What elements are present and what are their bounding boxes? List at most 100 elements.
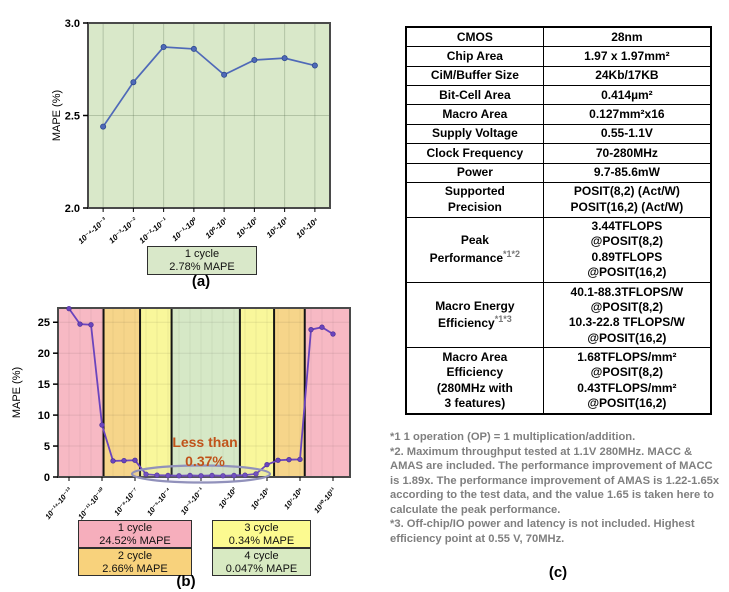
table-row: Macro Energy Efficiency*1*3 40.1-88.3TFLO… [405, 282, 712, 349]
spec-label: Clock Frequency [426, 145, 524, 160]
table-row: Chip Area 1.97 x 1.97mm² [405, 46, 712, 67]
spec-value: 28nm [611, 29, 643, 44]
y-tick-label: 25 [38, 317, 50, 329]
annotation-line1: Less than [172, 434, 237, 450]
caption-c: (c) [548, 564, 568, 581]
plot-border [57, 307, 351, 478]
legend-b-3cycle-label: 3 cycle [244, 522, 279, 534]
x-tick-label: 10²-10³ [265, 216, 290, 240]
footnote-ref: *1*2 [503, 248, 521, 259]
data-point [221, 71, 228, 78]
spec-label: Supported Precision [444, 184, 505, 214]
spec-value: 1.97 x 1.97mm² [584, 48, 670, 63]
data-point [253, 471, 259, 477]
legend-b-4cycle-label: 4 cycle [244, 550, 279, 562]
footnote-3: *3. Off-chip/IO power and latency is not… [390, 518, 695, 545]
cycle-band [140, 308, 172, 477]
data-point [165, 472, 171, 479]
data-point [264, 461, 270, 468]
cycle-band [304, 308, 350, 477]
y-axis-label: MAPE (%) [11, 367, 23, 418]
data-point [190, 45, 197, 52]
x-tick-label: 10⁻⁸-10⁻⁷ [112, 486, 140, 518]
spec-value: 0.55-1.1V [600, 126, 653, 141]
data-point [231, 472, 237, 479]
spec-label: Macro Energy Efficiency [435, 298, 515, 331]
data-point [121, 457, 127, 464]
spec-value: POSIT(8,2) (Act/W) POSIT(16,2) (Act/W) [570, 184, 684, 214]
data-point [77, 321, 83, 327]
annotation-line2: 0.37% [185, 453, 225, 469]
x-tick-label: 10⁴-10⁵ [249, 486, 272, 512]
table-row: Macro Area Efficiency (280MHz with 3 fea… [405, 347, 712, 415]
plot-background [88, 23, 330, 208]
x-tick-label: 10⁻¹¹-10⁻¹⁰ [76, 485, 107, 521]
x-tick-label: 10⁻²-10⁻¹ [137, 216, 169, 246]
cycle-band [239, 308, 275, 477]
x-tick-label: 10¹-10² [235, 216, 260, 240]
data-point [154, 472, 160, 478]
y-tick-label: 5 [44, 441, 50, 453]
spec-value: 1.68TFLOPS/mm² @POSIT(8,2) 0.43TFLOPS/mm… [577, 349, 677, 411]
spec-value-cell: 3.44TFLOPS @POSIT(8,2) 0.89TFLOPS @POSIT… [542, 216, 712, 284]
data-point [100, 123, 107, 130]
cycle-band [58, 308, 104, 477]
footnote-1: *1 1 operation (OP) = 1 multiplication/a… [390, 431, 636, 443]
data-point [281, 55, 288, 62]
spec-label-cell: Bit-Cell Area [405, 85, 544, 106]
data-point [275, 457, 281, 463]
spec-label-cell: Chip Area [405, 46, 544, 67]
spec-value-cell: 0.55-1.1V [542, 123, 712, 145]
spec-label: Power [456, 165, 493, 180]
spec-value-cell: 28nm [542, 26, 712, 48]
data-line [102, 46, 316, 128]
data-point [88, 322, 94, 328]
spec-value: 0.127mm²x16 [589, 106, 665, 121]
data-point [209, 472, 215, 479]
spec-label-cell: Peak Performance*1*2 [405, 216, 544, 284]
spec-value-cell: 24Kb/17KB [542, 65, 712, 87]
spec-label-cell: CMOS [405, 26, 544, 48]
y-tick-label: 3.0 [65, 18, 80, 30]
spec-label: Macro Area Efficiency (280MHz with 3 fea… [436, 349, 513, 411]
data-point [220, 473, 226, 479]
y-tick-label: 15 [38, 379, 50, 391]
spec-label: Macro Area [442, 106, 508, 121]
x-tick-label: 10⁻²-10⁻¹ [179, 485, 206, 516]
data-point [130, 79, 137, 86]
data-point [319, 324, 325, 330]
spec-value-cell: 1.68TFLOPS/mm² @POSIT(8,2) 0.43TFLOPS/mm… [542, 347, 712, 415]
data-point [251, 57, 258, 64]
data-point [242, 472, 248, 478]
data-point [176, 473, 182, 479]
data-point [160, 44, 167, 51]
legend-b-3cycle: 3 cycle 0.34% MAPE [212, 520, 311, 548]
chip-spec-table: CMOS 28nm Chip Area 1.97 x 1.97mm² CiM/Buffe… [405, 26, 712, 415]
table-row: Supported Precision POSIT(8,2) (Act/W) PO… [405, 181, 712, 218]
data-point [143, 471, 149, 477]
spec-value-cell: 40.1-88.3TFLOPS/W @POSIT(8,2) 10.3-22.8 … [542, 282, 712, 349]
legend-chart-a: 1 cycle 2.78% MAPE [147, 246, 257, 275]
spec-value-cell: 1.97 x 1.97mm² [542, 46, 712, 67]
y-tick-label: 20 [38, 348, 50, 360]
spec-label-cell: Clock Frequency [405, 143, 544, 164]
y-tick-label: 2.0 [65, 203, 80, 215]
legend-b-2cycle-mape: 2.66% MAPE [102, 562, 168, 575]
spec-value: 70-280MHz [595, 145, 658, 160]
caption-b: (b) [176, 573, 196, 590]
data-point [308, 327, 314, 333]
x-tick-label: 10⁷-10⁸ [282, 486, 305, 511]
x-tick-label: 10⁻¹⁴-10⁻¹³ [43, 485, 74, 521]
legend-b-2cycle-label: 2 cycle [117, 550, 153, 562]
data-point [297, 456, 303, 463]
spec-value-cell: 9.7-85.6mW [542, 162, 712, 183]
data-point [311, 62, 318, 69]
legend-b-1cycle: 1 cycle 24.52% MAPE [78, 520, 192, 548]
footnote-2: *2. Maximum throughput tested at 1.1V 28… [390, 445, 720, 516]
table-row: Bit-Cell Area 0.414µm² [405, 85, 712, 106]
spec-value: 0.414µm² [601, 87, 653, 102]
table-row: Macro Area 0.127mm²x16 [405, 104, 712, 125]
spec-label-cell: Supply Voltage [405, 123, 544, 145]
x-tick-label: 10⁻⁵-10⁻⁴ [145, 486, 173, 518]
data-point [286, 457, 292, 463]
